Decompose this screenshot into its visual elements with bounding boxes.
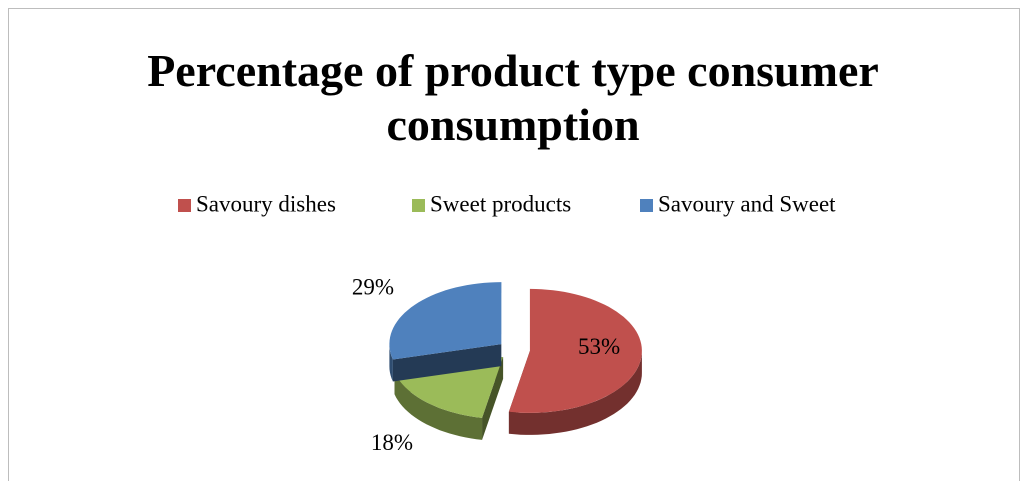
legend-label: Savoury dishes xyxy=(196,191,336,216)
legend-swatch xyxy=(178,199,191,212)
slice xyxy=(389,282,502,360)
slice-side xyxy=(508,350,642,435)
legend-label: Savoury and Sweet xyxy=(658,191,836,216)
chart-border xyxy=(8,8,1020,481)
legend-swatch xyxy=(640,199,653,212)
data-label: 29% xyxy=(352,274,394,299)
slice-side xyxy=(394,372,483,440)
slice-side xyxy=(389,344,393,382)
data-label: 18% xyxy=(371,430,413,455)
chart-title: Percentage of product type consumer cons… xyxy=(147,45,879,150)
legend-swatch xyxy=(412,199,425,212)
legend-label: Sweet products xyxy=(430,191,571,216)
slice xyxy=(508,288,642,413)
slice-wall xyxy=(392,344,502,382)
data-label: 53% xyxy=(578,334,620,359)
